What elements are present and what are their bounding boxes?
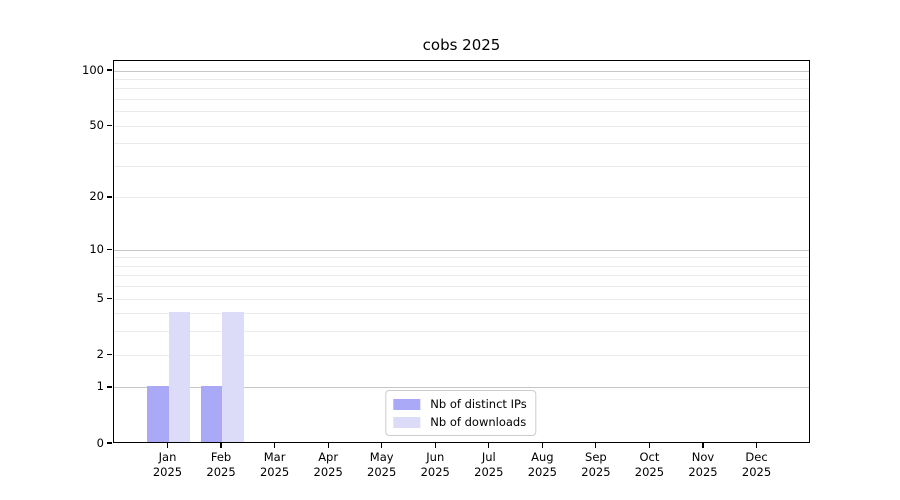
gridline-minor <box>114 88 809 90</box>
legend-label: Nb of downloads <box>430 415 527 429</box>
x-axis-tick-label: Sep 2025 <box>581 450 611 479</box>
y-axis-tick-label: 0 <box>96 435 104 450</box>
y-axis-tick-label: 100 <box>82 62 104 77</box>
x-axis-tick-label: Feb 2025 <box>206 450 236 479</box>
y-axis-tick-label: 50 <box>89 117 104 132</box>
x-axis-tick <box>755 443 758 448</box>
gridline-minor <box>114 275 809 277</box>
y-axis-tick <box>107 248 112 250</box>
x-axis-tick-label: Mar 2025 <box>259 450 290 479</box>
y-axis-tick <box>107 124 112 126</box>
legend-label: Nb of distinct IPs <box>430 397 527 411</box>
chart-title: cobs 2025 <box>422 36 501 54</box>
bar-nb-of-distinct-ips-feb <box>200 385 223 442</box>
gridline-minor <box>114 125 809 127</box>
y-axis-tick-label: 5 <box>96 290 104 305</box>
x-axis-tick <box>381 443 383 448</box>
legend-swatch <box>393 398 421 410</box>
x-axis-tick <box>274 443 276 448</box>
gridline-minor <box>114 313 809 315</box>
legend-swatch <box>393 416 421 428</box>
x-axis-tick-label: Aug 2025 <box>527 450 557 479</box>
x-axis-tick <box>702 443 704 448</box>
x-axis-tick <box>166 443 169 448</box>
gridline-minor <box>114 78 809 80</box>
x-axis-tick <box>434 443 436 448</box>
gridline-minor <box>114 143 809 145</box>
y-axis-tick <box>107 386 112 388</box>
x-axis-tick <box>488 443 490 448</box>
x-axis-tick <box>327 443 329 448</box>
gridline-minor <box>114 165 809 167</box>
x-axis-tick <box>595 443 597 448</box>
x-axis-tick-label: May 2025 <box>367 450 397 479</box>
bar-nb-of-distinct-ips-jan <box>147 385 169 442</box>
x-axis-tick-label: Jun 2025 <box>420 450 450 479</box>
x-axis-tick-label: Jul 2025 <box>474 450 504 479</box>
x-axis-tick-label: Apr 2025 <box>313 450 343 479</box>
y-axis-tick-label: 2 <box>96 346 104 361</box>
x-axis-tick <box>220 443 222 448</box>
plot-area <box>113 60 810 443</box>
x-axis-tick-label: Jan 2025 <box>152 450 183 479</box>
y-axis-tick-label: 10 <box>89 241 104 256</box>
y-axis-tick-label: 1 <box>96 379 104 394</box>
bar-nb-of-downloads-feb <box>222 311 244 442</box>
x-axis-tick-label: Nov 2025 <box>688 450 718 479</box>
gridline-minor <box>114 331 809 333</box>
x-axis-tick-label: Dec 2025 <box>741 450 772 479</box>
gridline-major <box>114 70 809 72</box>
gridline-major <box>114 249 809 251</box>
legend-item: Nb of downloads <box>393 414 526 430</box>
gridline-major <box>114 387 809 389</box>
y-axis-tick <box>107 297 112 299</box>
x-axis-tick <box>541 443 543 448</box>
gridline-minor <box>114 197 809 199</box>
gridline-minor <box>114 298 809 300</box>
x-axis-tick <box>648 443 651 448</box>
y-axis-tick <box>107 69 112 71</box>
y-axis-tick <box>107 196 112 198</box>
gridline-minor <box>114 257 809 259</box>
x-axis-tick-label: Oct 2025 <box>634 450 665 479</box>
y-axis-tick-label: 20 <box>89 189 104 204</box>
gridline-minor <box>114 265 809 267</box>
legend-item: Nb of distinct IPs <box>393 396 527 412</box>
gridline-minor <box>114 354 809 356</box>
legend: Nb of distinct IPs Nb of downloads <box>385 390 537 436</box>
gridline-minor <box>114 286 809 288</box>
gridline-minor <box>114 98 809 100</box>
bar-nb-of-downloads-jan <box>168 311 190 442</box>
gridline-minor <box>114 111 809 113</box>
y-axis-tick <box>107 442 112 444</box>
y-axis-tick <box>107 353 112 355</box>
